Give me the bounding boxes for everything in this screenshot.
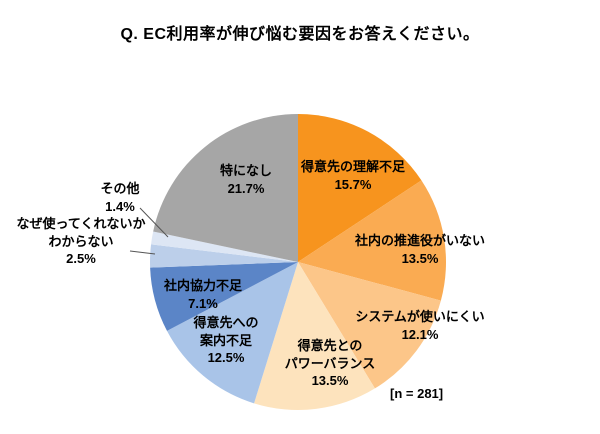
slice-label-pct: 2.5% bbox=[66, 251, 96, 266]
pie-slice-3 bbox=[254, 262, 375, 410]
slice-label-pct: 12.1% bbox=[401, 326, 439, 342]
slice-label-text: 得意先の理解不足 bbox=[300, 159, 405, 174]
slice-label-pct: 7.1% bbox=[188, 295, 218, 311]
pie-slice-5 bbox=[150, 262, 298, 331]
pie-slice-8 bbox=[153, 113, 298, 262]
leader-line-other bbox=[139, 207, 169, 238]
slice-label-insufficient-guidance: 得意先への 案内不足 12.5% bbox=[166, 314, 286, 367]
slice-label-text: 得意先への bbox=[193, 315, 259, 330]
slice-label-text: 社内協力不足 bbox=[163, 278, 242, 293]
slice-label-pct: 21.7% bbox=[227, 180, 265, 196]
slice-label-none: 特になし 21.7% bbox=[196, 162, 296, 197]
leader-line-unknown-reason bbox=[129, 250, 156, 255]
pie-slice-0 bbox=[298, 114, 422, 262]
slice-label-text: 得意先との bbox=[297, 338, 363, 353]
slice-label-text: 社内の推進役がいない bbox=[354, 233, 485, 248]
slice-label-pct: 13.5% bbox=[311, 373, 349, 388]
slice-label-unknown-reason: なぜ使ってくれないか わからない 2.5% bbox=[10, 215, 152, 268]
slice-label-text: その他 bbox=[100, 181, 140, 196]
slice-label-power-balance: 得意先との パワーバランス 13.5% bbox=[265, 337, 395, 390]
sample-size-note: [n = 281] bbox=[390, 386, 444, 401]
slice-label-other: その他 1.4% bbox=[85, 180, 155, 215]
slice-label-text: わからない bbox=[48, 233, 114, 249]
slice-label-pct: 15.7% bbox=[334, 176, 372, 192]
pie-slice-2 bbox=[298, 262, 441, 389]
slice-label-text: 特になし bbox=[219, 163, 272, 178]
slice-label-pct: 13.5% bbox=[401, 250, 439, 266]
slice-label-text: 案内不足 bbox=[199, 332, 252, 348]
pie-slices bbox=[150, 113, 446, 410]
slice-label-pct: 1.4% bbox=[105, 198, 135, 214]
slice-label-client-understanding: 得意先の理解不足 15.7% bbox=[278, 158, 428, 193]
pie-slice-1 bbox=[298, 180, 446, 301]
slice-label-text: パワーバランス bbox=[284, 355, 376, 371]
slice-label-system-hard-to-use: システムが使いにくい 12.1% bbox=[335, 308, 505, 343]
pie-slice-6 bbox=[150, 244, 298, 268]
pie-slice-4 bbox=[166, 262, 298, 404]
slice-label-text: システムが使いにくい bbox=[355, 309, 485, 324]
slice-label-pct: 12.5% bbox=[207, 350, 245, 365]
slice-label-text: なぜ使ってくれないか bbox=[16, 216, 146, 231]
pie-slice-7 bbox=[151, 231, 298, 262]
chart-title: Q. EC利用率が伸び悩む要因をお答えください。 bbox=[120, 26, 480, 43]
slice-label-internal-cooperation: 社内協力不足 7.1% bbox=[144, 277, 262, 312]
slice-label-no-internal-champion: 社内の推進役がいない 13.5% bbox=[335, 232, 505, 267]
